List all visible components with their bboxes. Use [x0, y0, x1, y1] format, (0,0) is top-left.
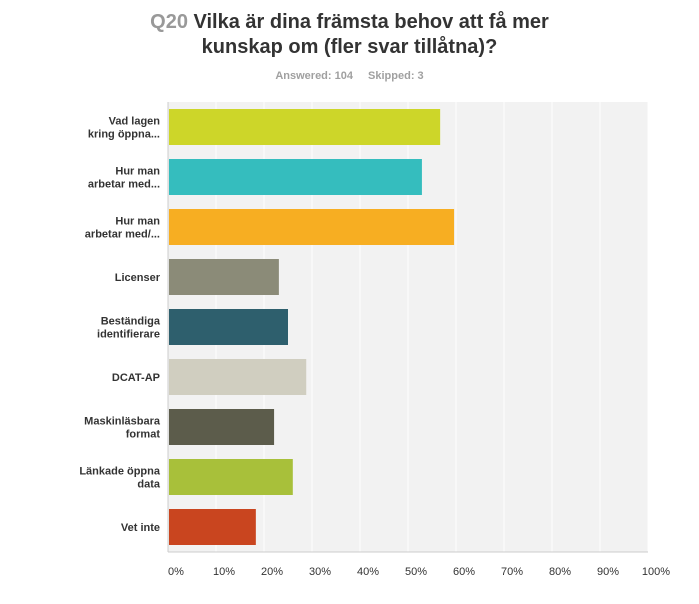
category-label: Maskinläsbara: [84, 416, 161, 428]
bar: [169, 409, 275, 445]
question-title-line2: kunskap om (fler svar tillåtna)?: [201, 36, 498, 58]
category-label: Vad lagen: [109, 116, 161, 128]
category-label: kring öppna...: [88, 129, 160, 141]
x-tick-label: 100%: [642, 566, 670, 578]
x-tick-label: 0%: [168, 566, 184, 578]
category-label: Vet inte: [121, 522, 160, 534]
category-label: Licenser: [115, 272, 161, 284]
bar: [169, 259, 279, 295]
question-title-line1: Vilka är dina främsta behov att få mer: [193, 11, 549, 33]
x-tick-label: 20%: [261, 566, 283, 578]
bar: [169, 209, 455, 245]
category-label: Hur man: [115, 216, 160, 228]
x-tick-label: 90%: [597, 566, 619, 578]
category-label: arbetar med...: [88, 179, 160, 191]
bar: [169, 109, 441, 145]
category-label: Länkade öppna: [79, 466, 161, 478]
category-label: data: [137, 479, 161, 491]
x-tick-label: 70%: [501, 566, 523, 578]
category-label: Beständiga: [101, 316, 161, 328]
category-label: DCAT-AP: [112, 372, 160, 384]
category-label: arbetar med/...: [85, 229, 160, 241]
question-number: Q20: [150, 11, 188, 33]
x-tick-label: 30%: [309, 566, 331, 578]
x-tick-label: 40%: [357, 566, 379, 578]
bar: [169, 359, 307, 395]
category-label: identifierare: [97, 329, 160, 341]
chart-title: Q20 Vilka är dina främsta behov att få m…: [0, 10, 699, 60]
answered-count: Answered: 104: [275, 70, 353, 82]
x-tick-label: 50%: [405, 566, 427, 578]
x-tick-label: 60%: [453, 566, 475, 578]
x-tick-label: 10%: [213, 566, 235, 578]
bar: [169, 309, 288, 345]
bar: [169, 159, 422, 195]
category-label: format: [126, 429, 161, 441]
x-tick-label: 80%: [549, 566, 571, 578]
category-label: Hur man: [115, 166, 160, 178]
skipped-count: Skipped: 3: [368, 70, 424, 82]
bar: [169, 459, 293, 495]
response-stats: Answered: 104 Skipped: 3: [0, 70, 699, 82]
bar: [169, 509, 256, 545]
